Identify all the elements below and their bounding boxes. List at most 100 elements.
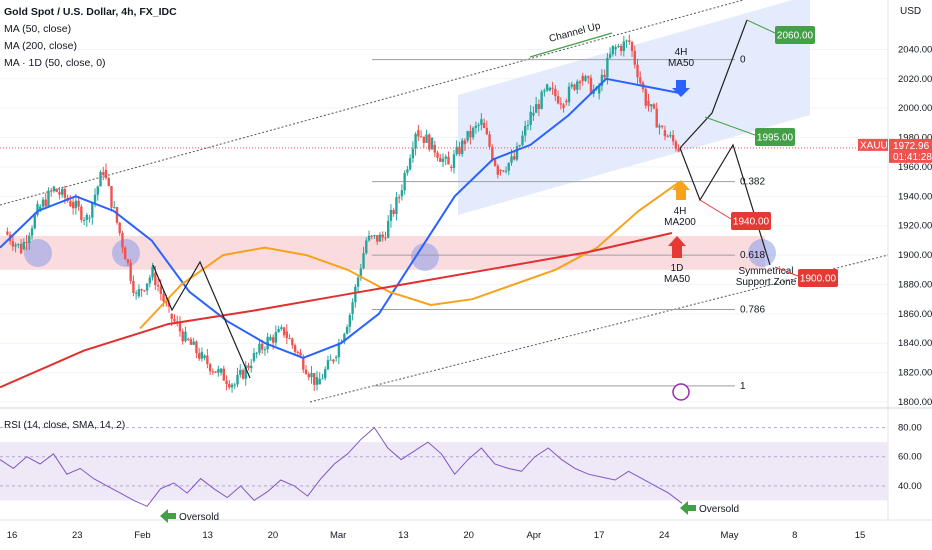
- candle-body: [622, 41, 626, 51]
- candle-body: [650, 104, 653, 107]
- candle-body: [485, 127, 489, 135]
- candle-body: [669, 135, 672, 137]
- candle-body: [148, 277, 152, 284]
- oversold-label: Oversold: [179, 512, 219, 523]
- candle-body: [376, 235, 379, 242]
- fractal-zigzag: [152, 260, 251, 379]
- legend-ma200[interactable]: MA (200, close): [4, 40, 77, 52]
- candle-body: [576, 81, 579, 90]
- candle-body: [433, 144, 436, 153]
- oversold-arrow: [680, 501, 696, 515]
- symbol-tag: [858, 138, 888, 151]
- candle-body: [225, 380, 228, 384]
- candle-body: [471, 127, 475, 138]
- candle-body: [96, 186, 99, 195]
- candle-body: [359, 268, 363, 278]
- target-label: 1900.00: [800, 274, 837, 285]
- ma4h200-label: 4H: [674, 206, 687, 217]
- legend: Gold Spot / U.S. Dollar, 4h, FX_IDC MA (…: [4, 4, 177, 72]
- ma200-arrow: [672, 180, 690, 200]
- channel-lower-line: [309, 254, 889, 403]
- candle-body: [477, 124, 480, 126]
- candle-body: [280, 327, 283, 330]
- candle-body: [186, 338, 190, 340]
- candle-body: [110, 186, 113, 208]
- candle-body: [337, 342, 341, 358]
- candle-body: [321, 378, 324, 380]
- candle-body: [502, 170, 505, 172]
- candle-body: [551, 87, 554, 89]
- candle-body: [625, 40, 628, 42]
- candle-body: [663, 130, 667, 137]
- candle-body: [230, 384, 234, 388]
- price-tag: [889, 138, 932, 163]
- price-tick-label: 1980.00: [898, 133, 932, 144]
- candle-body: [450, 166, 453, 168]
- candle-body: [304, 369, 308, 375]
- oversold-arrow: [160, 509, 176, 523]
- candle-body: [534, 104, 538, 113]
- candle-body: [315, 377, 319, 385]
- candle-body: [545, 84, 549, 91]
- candle-body: [565, 100, 568, 103]
- channel-arrow: [529, 32, 613, 58]
- candle-body: [115, 207, 119, 223]
- candle-body: [400, 190, 404, 197]
- candle-body: [510, 156, 513, 163]
- candle-body: [460, 140, 464, 155]
- ma1d50-label: MA50: [664, 274, 691, 285]
- target-connector: [746, 19, 776, 34]
- fib-label: 0: [740, 55, 746, 66]
- candle-body: [200, 351, 204, 359]
- candle-body: [474, 125, 478, 128]
- candle-body: [82, 219, 86, 221]
- legend-ma1d[interactable]: MA · 1D (50, close, 0): [4, 57, 106, 69]
- candle-body: [348, 315, 352, 327]
- candle-body: [452, 154, 456, 168]
- candle-body: [532, 112, 535, 116]
- rsi-legend[interactable]: RSI (14, close, SMA, 14, 2): [4, 420, 126, 431]
- candle-body: [167, 302, 171, 307]
- candle-body: [69, 200, 72, 207]
- candle-body: [619, 45, 623, 51]
- support-touch-circle: [411, 243, 439, 271]
- candle-body: [439, 157, 442, 162]
- target-label: 2060.00: [777, 31, 814, 42]
- candle-body: [548, 87, 552, 91]
- candle-body: [370, 235, 373, 237]
- candle-body: [526, 124, 530, 126]
- candle-body: [507, 162, 510, 171]
- candle-body: [493, 159, 497, 166]
- candle-body: [277, 329, 280, 333]
- candle-body: [617, 45, 620, 47]
- candle-body: [587, 76, 590, 78]
- candle-body: [559, 103, 563, 105]
- candle-body: [630, 42, 634, 51]
- candle-body: [266, 336, 269, 350]
- target-connector: [774, 266, 799, 277]
- candle-body: [639, 77, 642, 83]
- legend-ma50[interactable]: MA (50, close): [4, 23, 72, 35]
- candle-body: [614, 46, 617, 50]
- candle-body: [137, 289, 141, 297]
- candle-body: [655, 108, 658, 128]
- candle-body: [362, 253, 365, 269]
- candle-body: [447, 156, 450, 165]
- candle-body: [132, 280, 135, 293]
- candle-body: [302, 357, 305, 370]
- time-tick-label: 17: [594, 530, 605, 541]
- candle-body: [406, 169, 409, 173]
- channel-upper-line: [0, 0, 745, 206]
- time-tick-label: 24: [659, 530, 670, 541]
- candle-body: [515, 146, 519, 160]
- candle-body: [33, 214, 36, 229]
- candle-body: [600, 74, 604, 86]
- target-box: [798, 269, 838, 287]
- candle-body: [633, 50, 636, 65]
- candle-body: [47, 190, 50, 207]
- candle-body: [145, 283, 149, 291]
- candle-body: [60, 188, 64, 195]
- candle-body: [491, 146, 494, 160]
- candle-body: [537, 104, 541, 109]
